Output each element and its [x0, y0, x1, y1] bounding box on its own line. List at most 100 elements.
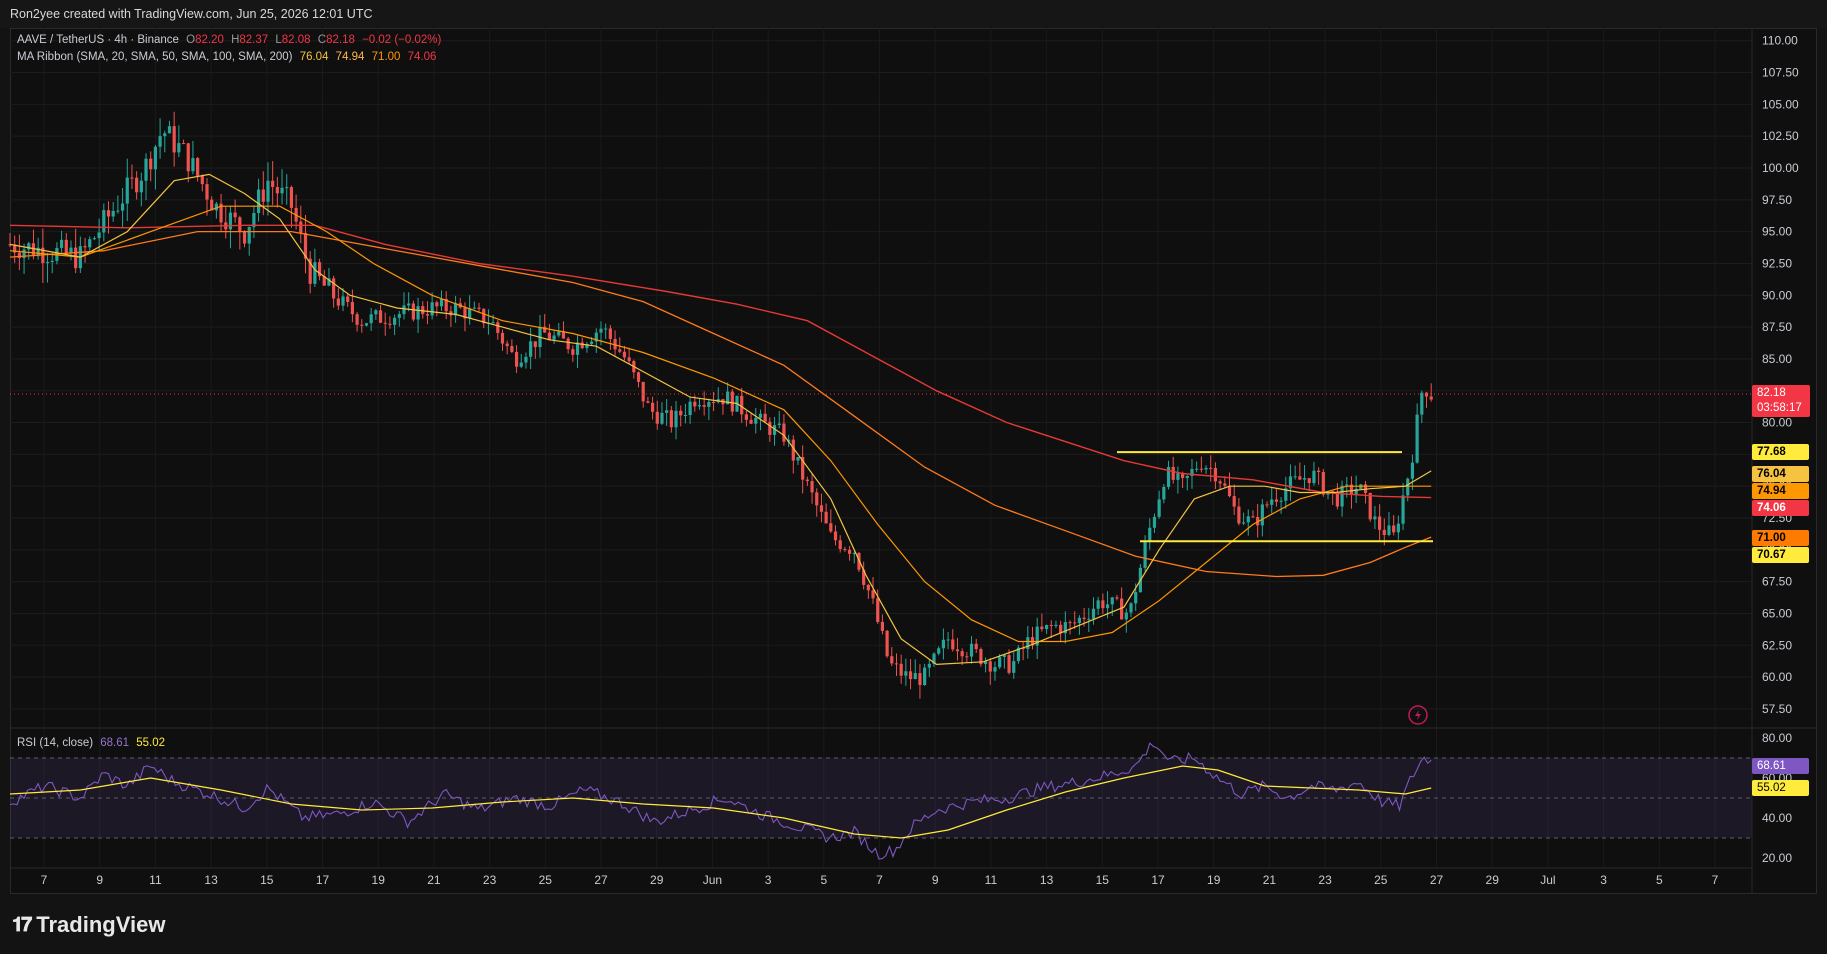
ma50-value: 74.94	[335, 51, 365, 63]
candle-body	[880, 621, 885, 631]
time-tick-label: 29	[1486, 873, 1500, 887]
candle-body	[805, 479, 809, 482]
candle-body	[1176, 473, 1180, 480]
candle-body	[890, 656, 894, 664]
price-tick-label: 65.00	[1762, 606, 1792, 620]
candle-body	[36, 247, 40, 257]
time-tick-label: 29	[650, 873, 664, 887]
candle-body	[636, 372, 641, 382]
candle-body	[1166, 466, 1171, 487]
candle-body	[913, 673, 917, 680]
candle-body	[1270, 499, 1274, 505]
candle-body	[393, 317, 397, 325]
open-value: 82.20	[195, 34, 224, 46]
candle-body	[1392, 525, 1396, 533]
time-tick-label: 19	[1207, 873, 1221, 887]
price-tick-label: 95.00	[1762, 225, 1792, 239]
tradingview-logo[interactable]: 𝟏𝟕 TradingView	[12, 912, 165, 938]
candle-body	[590, 341, 594, 344]
candle-body	[181, 143, 186, 145]
candle-body	[172, 126, 176, 153]
time-tick-label: 9	[932, 873, 939, 887]
candle-body	[435, 302, 439, 307]
candle-body	[683, 415, 688, 417]
candle-body	[336, 298, 340, 306]
candle-body	[31, 243, 36, 257]
candle-body	[824, 511, 828, 524]
candle-body	[1002, 655, 1006, 658]
candle-body	[815, 492, 819, 506]
candle-body	[92, 238, 97, 240]
candle-body	[397, 314, 401, 318]
candle-body	[205, 184, 209, 200]
indicator-price-tag: 71.00	[1752, 530, 1809, 546]
candle-body	[899, 663, 903, 676]
rsi-title[interactable]: RSI (14, close)	[17, 737, 94, 749]
moving-averages	[9, 173, 1432, 666]
candle-body	[524, 356, 528, 363]
candle-body	[650, 402, 655, 412]
symbol-title[interactable]: AAVE / TetherUS · 4h · Binance	[17, 34, 179, 46]
candle-body	[547, 332, 551, 340]
candle-body	[116, 210, 120, 212]
price-tick-label: 92.50	[1762, 256, 1792, 270]
candle-body	[50, 260, 54, 262]
candle-body	[1082, 617, 1086, 620]
candle-body	[763, 413, 767, 422]
chart-frame[interactable]	[10, 28, 1817, 894]
candle-body	[1298, 476, 1302, 480]
ma20-line	[9, 173, 1432, 666]
candle-body	[13, 244, 17, 253]
candle-body	[1312, 470, 1316, 484]
ma-ribbon-title[interactable]: MA Ribbon (SMA, 20, SMA, 50, SMA, 100, S…	[17, 51, 293, 63]
price-tick-label: 85.00	[1762, 352, 1792, 366]
candle-body	[341, 296, 345, 306]
candle-body	[317, 262, 322, 277]
high-value: 82.37	[239, 34, 269, 46]
rsi-ma-tag: 55.02	[1752, 780, 1809, 796]
lightning-icon[interactable]	[1408, 705, 1428, 725]
time-tick-label: Jun	[703, 873, 722, 887]
indicator-price-tag: 74.94	[1752, 483, 1809, 499]
candle-body	[740, 395, 744, 415]
candle-body	[378, 310, 383, 323]
candle-body	[111, 210, 115, 217]
candle-body	[876, 598, 880, 622]
ma50-line	[9, 205, 1432, 643]
candle-body	[862, 569, 866, 585]
candle-body	[998, 657, 1002, 668]
candle-body	[791, 439, 795, 461]
candle-body	[993, 667, 997, 672]
time-tick-label: 11	[985, 873, 998, 887]
candle-body	[871, 590, 875, 599]
candle-body	[261, 189, 265, 202]
candle-body	[697, 405, 702, 407]
indicator-price-tag: 77.68	[1752, 444, 1809, 460]
symbol-legend: AAVE / TetherUS · 4h · Binance O82.20 H8…	[17, 34, 445, 46]
candle-body	[1302, 478, 1307, 480]
candle-body	[665, 410, 669, 413]
candle-body	[200, 175, 204, 185]
candle-body	[707, 402, 711, 407]
indicator-price-tag: 70.67	[1752, 547, 1809, 563]
candle-body	[149, 158, 153, 170]
candle-body	[360, 324, 364, 326]
candle-body	[988, 661, 992, 672]
candle-body	[186, 143, 190, 172]
candle-body	[984, 661, 988, 665]
candle-body	[425, 314, 430, 316]
candle-body	[238, 217, 242, 232]
candle-body	[1420, 392, 1424, 415]
bar-countdown: 03:58:17	[1757, 402, 1802, 414]
candle-body	[106, 210, 111, 217]
candle-body	[1087, 618, 1091, 620]
candle-body	[472, 307, 476, 309]
attribution-text: Ron2yee created with TradingView.com, Ju…	[10, 7, 373, 21]
candle-body	[439, 298, 444, 307]
price-tick-label: 100.00	[1762, 161, 1799, 175]
candle-body	[1274, 499, 1279, 502]
candle-body	[646, 401, 650, 403]
time-tick-label: 13	[1040, 873, 1054, 887]
candle-body	[599, 328, 603, 333]
